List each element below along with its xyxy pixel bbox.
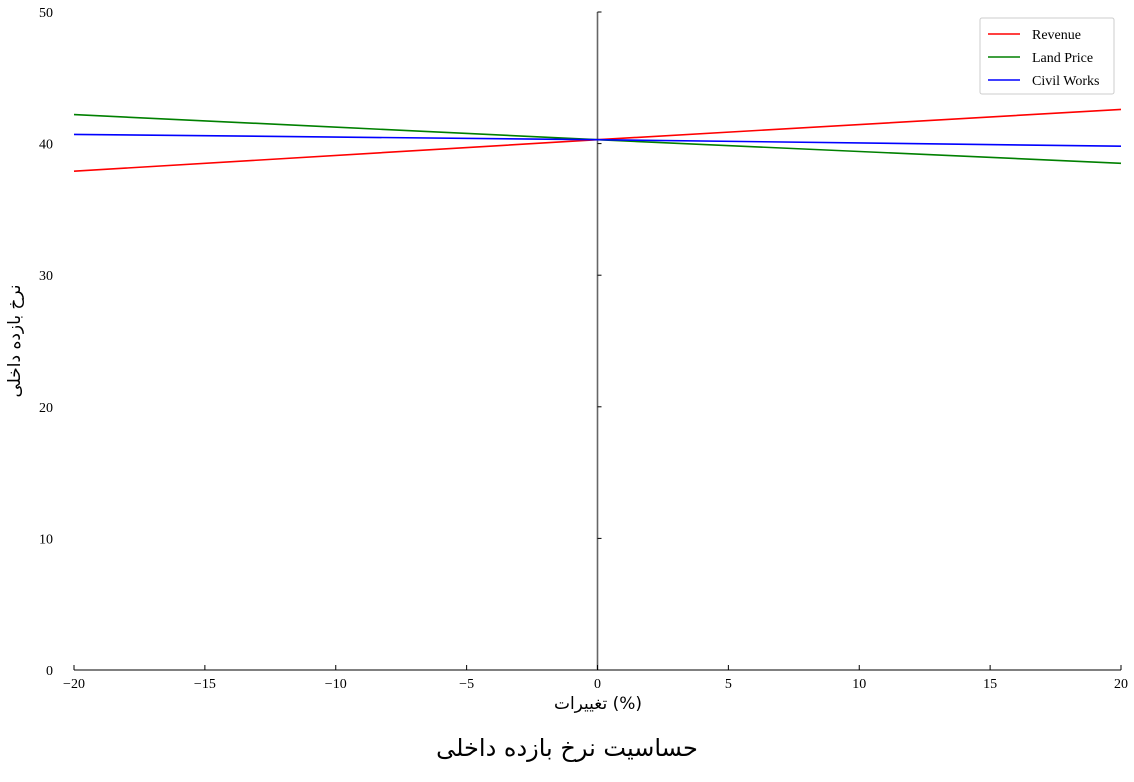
y-tick-label: 40 xyxy=(39,138,53,153)
legend-box xyxy=(979,17,1115,95)
y-axis-label: نرخ بازده داخلی xyxy=(5,284,25,397)
series-lines xyxy=(73,108,1122,172)
x-tick-label: −10 xyxy=(325,677,347,692)
tick-marks xyxy=(73,11,1122,671)
y-tick-label: 30 xyxy=(39,269,53,284)
legend: Revenue Land Price Civil Works xyxy=(979,17,1115,95)
x-tick-label: 5 xyxy=(725,677,732,692)
legend-entry: Revenue xyxy=(1032,28,1081,43)
x-tick-label: −5 xyxy=(459,677,474,692)
y-tick-label: 20 xyxy=(39,401,53,416)
x-tick-label: −15 xyxy=(194,677,216,692)
x-tick-label: 20 xyxy=(1114,677,1128,692)
series-line-civil-works xyxy=(73,133,1122,147)
x-tick-label: 10 xyxy=(852,677,866,692)
x-tick-label: 15 xyxy=(983,677,997,692)
legend-entry: Civil Works xyxy=(1032,74,1099,89)
x-tick-label: 0 xyxy=(594,677,601,692)
y-tick-label: 10 xyxy=(39,532,53,547)
x-tick-label: −20 xyxy=(63,677,85,692)
x-axis-label: (%) تغییرات xyxy=(554,694,642,714)
axes xyxy=(74,12,1121,671)
y-tick-label: 50 xyxy=(39,6,53,21)
tick-labels: −20 −15 −10 −5 0 5 10 15 20 0 10 20 30 40 50 xyxy=(39,6,1128,692)
chart-caption: حساسیت نرخ بازده داخلی xyxy=(436,734,698,762)
legend-entry: Land Price xyxy=(1032,51,1093,66)
y-tick-label: 0 xyxy=(46,664,53,679)
